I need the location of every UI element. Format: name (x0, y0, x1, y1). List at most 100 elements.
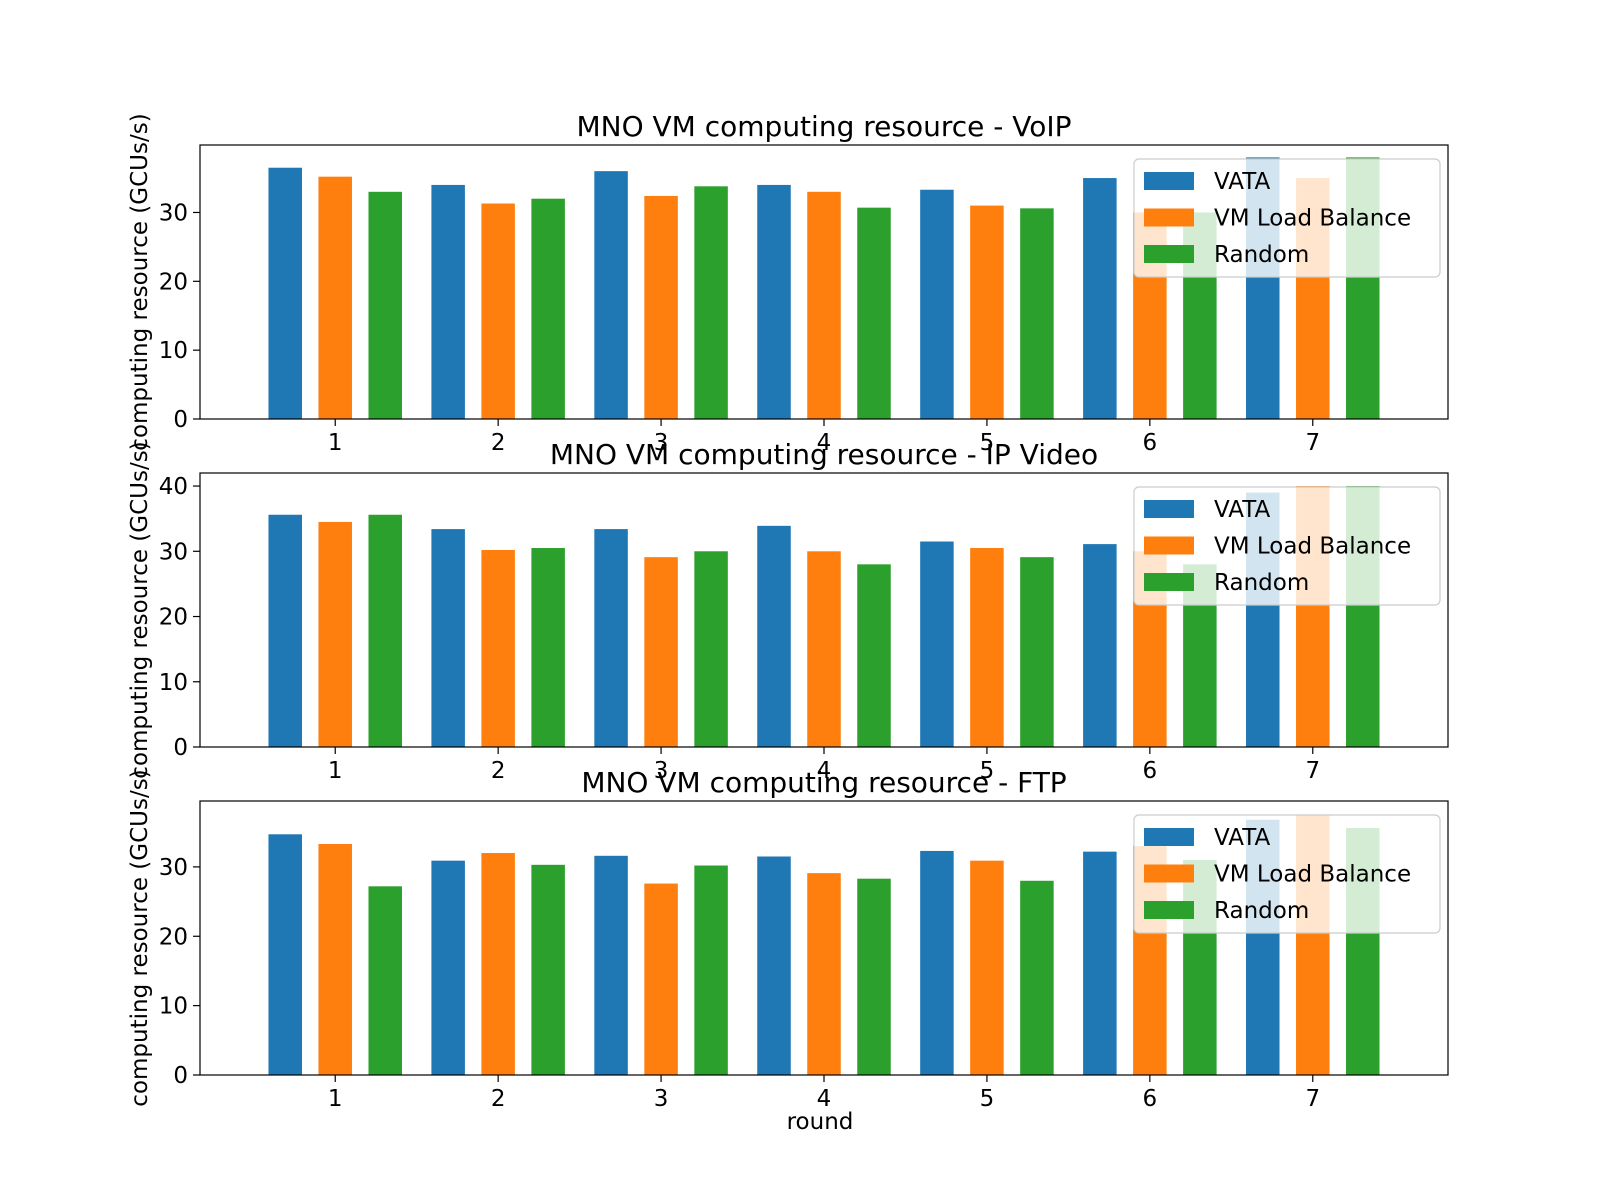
bar-random-round-2 (531, 864, 565, 1075)
bar-vata-round-3 (594, 529, 628, 747)
x-tick-label: 3 (654, 1086, 669, 1112)
x-tick-label: 5 (980, 758, 995, 784)
bar-random-round-5 (1020, 557, 1054, 747)
legend-box (1133, 486, 1441, 606)
y-tick-label: 0 (173, 407, 188, 433)
x-tick-label: 7 (1305, 1086, 1320, 1112)
legend-swatch-vm-load-balance (1144, 208, 1194, 227)
x-tick-label: 5 (980, 1086, 995, 1112)
y-axis-label: computing resource (GCUs/s) (127, 769, 153, 1106)
bar-vm-load-balance-round-1 (318, 176, 352, 419)
y-tick-label: 20 (159, 924, 188, 950)
x-tick-label: 1 (328, 1086, 343, 1112)
bar-vm-load-balance-round-4 (807, 191, 841, 419)
y-axis-label: computing resource (GCUs/s) (127, 441, 153, 778)
legend-box (1133, 814, 1441, 934)
bar-vata-round-6 (1083, 178, 1117, 419)
bar-vm-load-balance-round-1 (318, 844, 352, 1075)
bar-random-round-2 (531, 198, 565, 419)
y-tick-label: 30 (159, 855, 188, 881)
bar-vm-load-balance-round-5 (970, 860, 1004, 1075)
x-tick-label: 6 (1143, 1086, 1158, 1112)
x-tick-label: 7 (1305, 758, 1320, 784)
chart-panel-2: 0 10 20 30 40 1 2 3 4 5 6 7 MNO VM computing resourc… (127, 438, 1449, 784)
bar-random-round-1 (368, 886, 402, 1075)
bar-vata-round-2 (431, 184, 465, 419)
legend-label: VM Load Balance (1214, 534, 1411, 560)
bar-vata-round-5 (920, 541, 954, 747)
bar-vata-round-5 (920, 850, 954, 1075)
legend-label: VATA (1214, 497, 1270, 523)
legend: VATA VM Load Balance Random (1133, 814, 1441, 934)
bar-random-round-1 (368, 191, 402, 419)
bar-vm-load-balance-round-2 (481, 203, 515, 419)
legend-label: Random (1214, 570, 1309, 596)
bar-vm-load-balance-round-2 (481, 853, 515, 1075)
legend-label: Random (1214, 898, 1309, 924)
legend-label: Random (1214, 242, 1309, 268)
bar-random-round-3 (694, 186, 728, 419)
bar-vm-load-balance-round-4 (807, 551, 841, 747)
bar-vm-load-balance-round-1 (318, 521, 352, 747)
legend-swatch-vm-load-balance (1144, 536, 1194, 555)
bar-vm-load-balance-round-3 (644, 195, 678, 419)
bar-random-round-3 (694, 865, 728, 1075)
bars-group (268, 157, 1380, 419)
y-tick-label: 20 (159, 269, 188, 295)
y-tick-label: 40 (159, 474, 188, 500)
legend: VATA VM Load Balance Random (1133, 158, 1441, 278)
x-tick-label: 6 (1143, 430, 1158, 456)
x-tick-label: 6 (1143, 758, 1158, 784)
bar-vm-load-balance-round-4 (807, 873, 841, 1075)
bar-vata-round-4 (757, 525, 791, 747)
legend-swatch-random (1144, 901, 1194, 919)
bar-random-round-4 (857, 564, 891, 747)
legend-swatch-random (1144, 245, 1194, 263)
x-tick-label: 2 (491, 430, 506, 456)
x-tick-label: 4 (817, 430, 832, 456)
y-axis-label: computing resource (GCUs/s) (127, 113, 153, 450)
bar-vm-load-balance-round-3 (644, 883, 678, 1075)
legend-label: VATA (1214, 825, 1270, 851)
bar-vata-round-6 (1083, 544, 1117, 747)
x-tick-label: 1 (328, 430, 343, 456)
bar-vata-round-3 (594, 171, 628, 419)
legend-swatch-vata (1144, 172, 1194, 190)
x-tick-label: 2 (491, 1086, 506, 1112)
y-tick-label: 30 (159, 200, 188, 226)
legend-swatch-vm-load-balance (1144, 864, 1194, 883)
legend-label: VATA (1214, 169, 1270, 195)
bar-vm-load-balance-round-5 (970, 548, 1004, 747)
bar-random-round-2 (531, 548, 565, 747)
y-tick-label: 0 (173, 735, 188, 761)
bar-vata-round-1 (268, 834, 302, 1075)
legend-swatch-vata (1144, 500, 1194, 518)
bar-vm-load-balance-round-5 (970, 205, 1004, 419)
chart-panel-1: 0 10 20 30 1 2 3 4 5 6 7 MNO VM computing resource … (127, 110, 1449, 456)
bar-vata-round-1 (268, 167, 302, 419)
bar-random-round-3 (694, 551, 728, 747)
bar-vata-round-2 (431, 860, 465, 1075)
bar-vata-round-5 (920, 189, 954, 419)
chart-title: MNO VM computing resource - VoIP (576, 110, 1071, 143)
bar-vata-round-3 (594, 855, 628, 1075)
bar-vata-round-4 (757, 856, 791, 1075)
x-tick-label: 1 (328, 758, 343, 784)
legend-label: VM Load Balance (1214, 206, 1411, 232)
x-tick-label: 3 (654, 430, 669, 456)
bar-vata-round-6 (1083, 851, 1117, 1075)
y-tick-label: 30 (159, 539, 188, 565)
y-tick-label: 10 (159, 338, 188, 364)
legend-label: VM Load Balance (1214, 862, 1411, 888)
x-tick-label: 4 (817, 1086, 832, 1112)
legend: VATA VM Load Balance Random (1133, 486, 1441, 606)
x-tick-label: 5 (980, 430, 995, 456)
y-tick-label: 10 (159, 994, 188, 1020)
y-tick-label: 10 (159, 670, 188, 696)
bar-vm-load-balance-round-2 (481, 549, 515, 747)
bar-vata-round-4 (757, 184, 791, 419)
bar-random-round-5 (1020, 208, 1054, 419)
x-axis-label: round (787, 1109, 854, 1135)
